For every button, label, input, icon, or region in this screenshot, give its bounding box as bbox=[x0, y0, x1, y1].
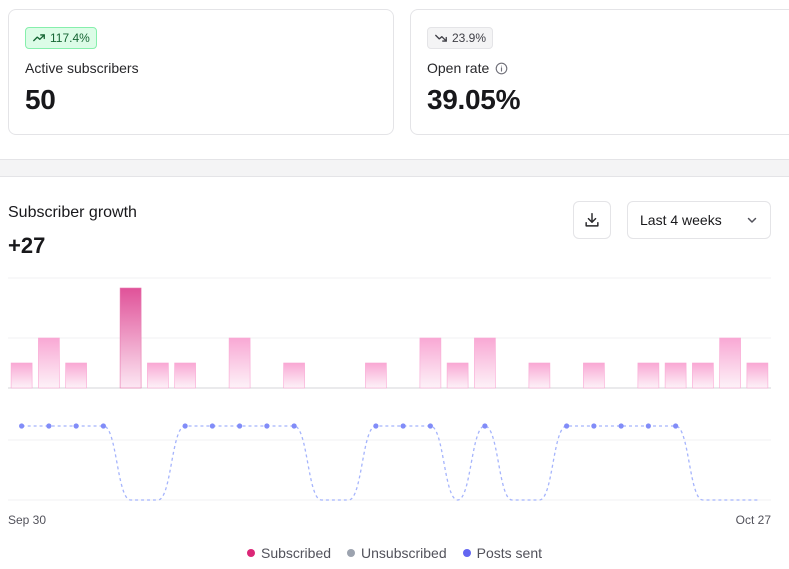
bar bbox=[283, 362, 305, 389]
trend-down-icon bbox=[435, 34, 447, 42]
change-badge: 23.9% bbox=[427, 27, 494, 49]
date-range-value: Last 4 weeks bbox=[640, 212, 722, 228]
legend-item-subscribed[interactable]: Subscribed bbox=[246, 545, 332, 561]
legend-label: Posts sent bbox=[476, 545, 543, 561]
chart-legend: Subscribed Unsubscribed Posts sent bbox=[0, 545, 789, 561]
posts-sent-point bbox=[100, 423, 106, 429]
posts-sent-point bbox=[400, 423, 406, 429]
posts-sent-point bbox=[591, 423, 597, 429]
posts-sent-point bbox=[73, 423, 79, 429]
bar bbox=[65, 362, 87, 389]
change-badge-value: 23.9% bbox=[452, 31, 487, 45]
posts-sent-point bbox=[264, 423, 270, 429]
x-axis-start-label: Sep 30 bbox=[8, 513, 46, 527]
bar bbox=[419, 337, 442, 389]
date-range-select[interactable]: Last 4 weeks bbox=[627, 201, 771, 239]
active-subscribers-card: 117.4% Active subscribers 50 bbox=[8, 9, 394, 135]
posts-sent-point bbox=[645, 423, 651, 429]
chevron-down-icon bbox=[747, 217, 757, 223]
growth-badge: 117.4% bbox=[25, 27, 97, 49]
legend-dot bbox=[246, 549, 255, 557]
stat-label-text: Active subscribers bbox=[25, 60, 139, 76]
posts-sent-line bbox=[19, 423, 758, 501]
open-rate-card: 23.9% Open rate 39.05% bbox=[410, 9, 789, 135]
bar bbox=[583, 362, 605, 389]
bar bbox=[446, 362, 469, 389]
bar bbox=[474, 337, 496, 389]
growth-badge-value: 117.4% bbox=[50, 31, 90, 45]
posts-sent-point bbox=[291, 423, 297, 429]
posts-sent-point bbox=[618, 423, 624, 429]
posts-sent-point bbox=[237, 423, 243, 429]
x-axis-end-label: Oct 27 bbox=[736, 513, 772, 527]
posts-sent-point bbox=[182, 423, 188, 429]
posts-sent-point bbox=[673, 423, 679, 429]
posts-sent-point bbox=[373, 423, 379, 429]
stat-label: Open rate bbox=[427, 60, 508, 76]
bar bbox=[119, 287, 142, 389]
legend-item-unsubscribed[interactable]: Unsubscribed bbox=[347, 545, 447, 561]
posts-sent-path bbox=[21, 425, 758, 501]
legend-dot bbox=[347, 549, 356, 557]
bar bbox=[664, 362, 687, 389]
bar bbox=[174, 362, 196, 389]
section-title: Subscriber growth bbox=[8, 204, 137, 221]
bar bbox=[637, 362, 660, 389]
bar bbox=[38, 337, 60, 389]
bar bbox=[528, 362, 551, 389]
bar bbox=[147, 362, 169, 389]
trend-up-icon bbox=[33, 34, 45, 42]
posts-sent-point bbox=[209, 423, 215, 429]
info-icon[interactable] bbox=[495, 62, 508, 75]
bar bbox=[692, 362, 714, 389]
posts-sent-point bbox=[19, 423, 25, 429]
posts-sent-point bbox=[46, 423, 52, 429]
legend-label: Subscribed bbox=[260, 545, 332, 561]
stat-value: 39.05% bbox=[427, 84, 521, 115]
posts-sent-point bbox=[427, 423, 433, 429]
download-icon bbox=[585, 212, 599, 227]
stat-label: Active subscribers bbox=[25, 60, 139, 76]
subscribed-bars bbox=[10, 287, 769, 389]
bar bbox=[365, 362, 387, 389]
legend-item-posts-sent[interactable]: Posts sent bbox=[462, 545, 543, 561]
bar bbox=[228, 337, 251, 389]
download-button[interactable] bbox=[573, 201, 611, 239]
legend-label: Unsubscribed bbox=[361, 545, 447, 561]
bar bbox=[10, 362, 33, 389]
stat-value: 50 bbox=[25, 84, 56, 115]
posts-sent-point bbox=[482, 423, 488, 429]
bar bbox=[719, 337, 741, 389]
bar bbox=[746, 362, 769, 389]
subscriber-growth-chart: Sep 30 Oct 27 bbox=[8, 277, 772, 527]
posts-sent-point bbox=[564, 423, 570, 429]
legend-dot bbox=[462, 549, 471, 557]
section-divider bbox=[0, 159, 789, 177]
growth-total: +27 bbox=[8, 233, 46, 258]
stat-label-text: Open rate bbox=[427, 60, 490, 76]
